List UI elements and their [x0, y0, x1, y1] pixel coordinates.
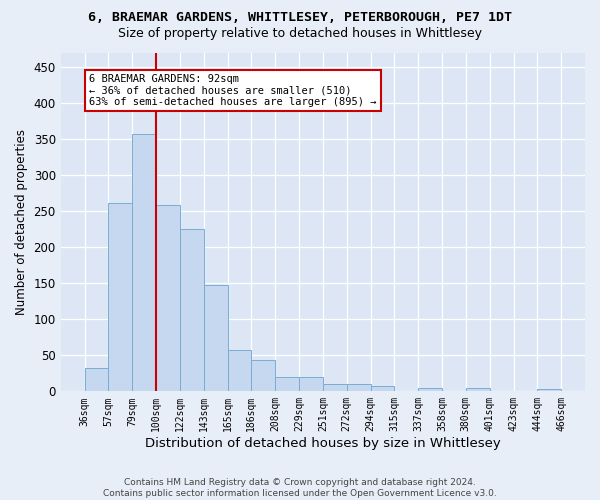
Bar [203, 284, 227, 392]
Bar [323, 384, 347, 392]
Text: Size of property relative to detached houses in Whittlesey: Size of property relative to detached ho… [118, 28, 482, 40]
Bar [85, 368, 109, 392]
Bar [418, 388, 442, 392]
Bar [275, 377, 299, 392]
Bar [251, 360, 275, 392]
Bar [371, 386, 394, 392]
Bar [466, 388, 490, 392]
Text: 6 BRAEMAR GARDENS: 92sqm
← 36% of detached houses are smaller (510)
63% of semi-: 6 BRAEMAR GARDENS: 92sqm ← 36% of detach… [89, 74, 377, 108]
Bar [109, 203, 132, 392]
X-axis label: Distribution of detached houses by size in Whittlesey: Distribution of detached houses by size … [145, 437, 501, 450]
Bar [227, 350, 251, 392]
Text: Contains HM Land Registry data © Crown copyright and database right 2024.
Contai: Contains HM Land Registry data © Crown c… [103, 478, 497, 498]
Y-axis label: Number of detached properties: Number of detached properties [15, 129, 28, 315]
Bar [180, 229, 203, 392]
Bar [132, 134, 156, 392]
Bar [347, 384, 371, 392]
Bar [538, 389, 561, 392]
Text: 6, BRAEMAR GARDENS, WHITTLESEY, PETERBOROUGH, PE7 1DT: 6, BRAEMAR GARDENS, WHITTLESEY, PETERBOR… [88, 11, 512, 24]
Bar [299, 377, 323, 392]
Bar [156, 206, 180, 392]
